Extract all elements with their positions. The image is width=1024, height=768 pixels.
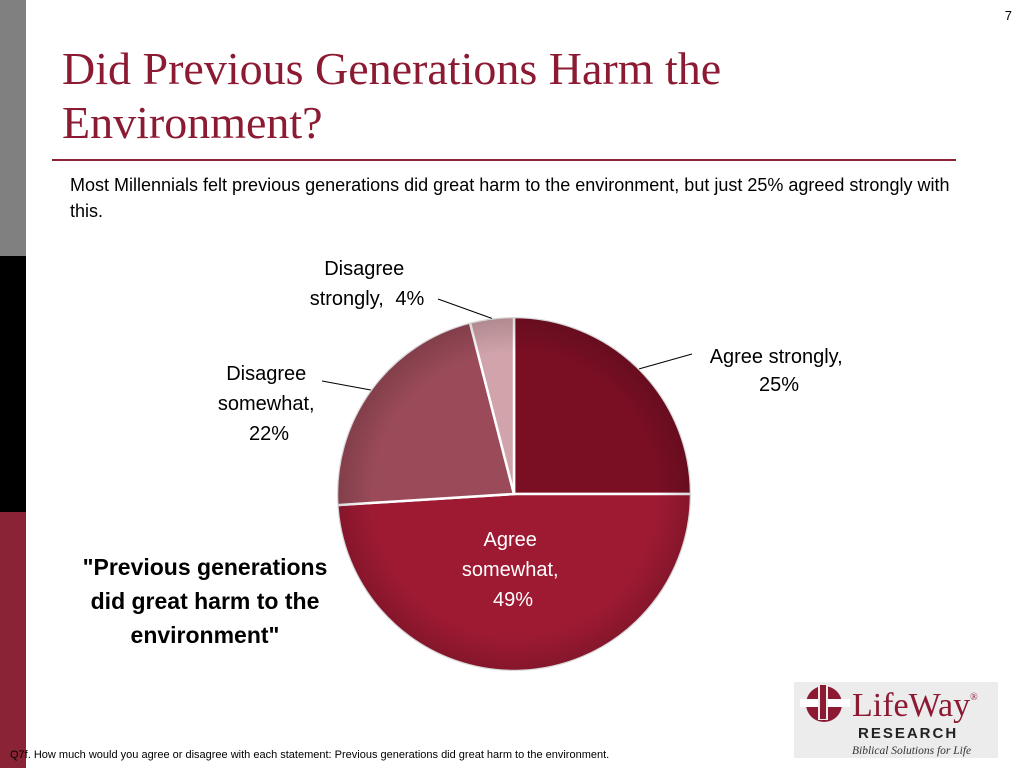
- pie-slice-agree-somewhat: [336, 492, 693, 673]
- logo-brand-text: LifeWay: [852, 687, 970, 724]
- slice-label-disagree-strongly: Disagree strongly, 4%: [310, 258, 425, 310]
- page-title: Did Previous Generations Harm the Enviro…: [62, 43, 722, 148]
- footnote: Q7f. How much would you agree or disagre…: [10, 749, 610, 761]
- lifeway-research-logo: LifeWay® RESEARCH Biblical Solutions for…: [794, 682, 998, 758]
- side-bar-black: [0, 256, 26, 512]
- slice-label-disagree-somewhat: Disagree somewhat, 22%: [218, 363, 320, 445]
- side-bar-maroon: [0, 512, 26, 768]
- slide-subtitle: Most Millennials felt previous generatio…: [70, 175, 950, 221]
- slice-label-agree-somewhat: Agree somewhat, 49%: [462, 529, 564, 611]
- pie-slice-agree-strongly: [512, 315, 693, 496]
- cross-icon: [800, 684, 850, 722]
- side-bar-gray: [0, 0, 26, 256]
- title-divider: [52, 159, 956, 161]
- leader-line-disagree-somewhat: [321, 380, 371, 391]
- statement-quote: "Previous generations did great harm to …: [82, 554, 328, 648]
- leader-line-disagree-strongly: [437, 298, 492, 319]
- leader-line-agree-strongly: [639, 353, 693, 370]
- page-number: 7: [1004, 8, 1012, 23]
- logo-tagline: Biblical Solutions for Life: [852, 745, 971, 757]
- svg-text:LifeWay®: LifeWay®: [852, 687, 978, 724]
- slice-label-agree-strongly: Agree strongly, 25%: [710, 346, 849, 396]
- logo-division-text: RESEARCH: [858, 725, 958, 742]
